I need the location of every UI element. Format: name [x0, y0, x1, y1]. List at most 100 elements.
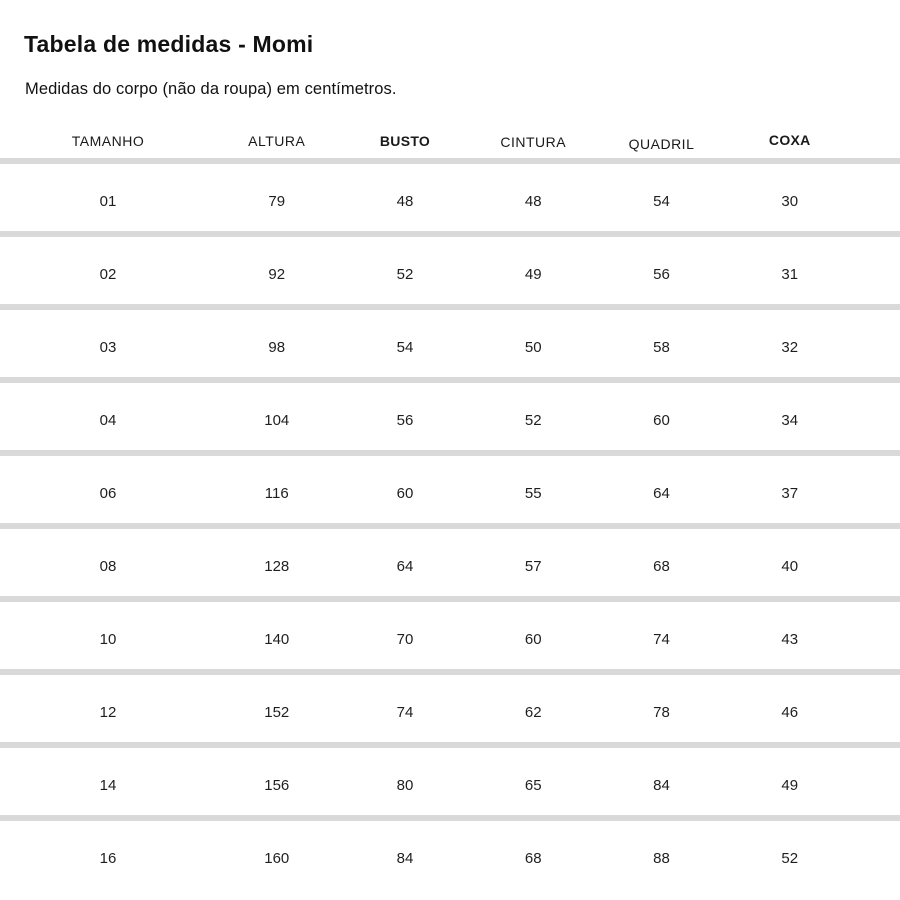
cell-coxa: 52: [781, 850, 799, 867]
column-spacer: [851, 529, 900, 596]
cell-quadril: 56: [653, 266, 670, 283]
cell-cintura: 55: [524, 485, 542, 502]
column-spacer: [851, 237, 900, 304]
cell-altura: 98: [268, 339, 286, 356]
cell-quadril: 78: [653, 704, 670, 721]
table-row: 08 128 64 57 68 40: [0, 529, 900, 596]
row-divider: [0, 815, 900, 821]
cell-busto: 70: [396, 631, 414, 648]
cell-cintura: 62: [524, 704, 542, 721]
cell-tamanho: 10: [99, 631, 117, 648]
cell-cintura: 57: [524, 558, 542, 575]
cell-coxa: 49: [781, 777, 799, 794]
column-spacer: [851, 120, 900, 158]
cell-busto: 80: [396, 777, 414, 794]
column-spacer: [851, 748, 900, 815]
cell-quadril: 60: [653, 412, 670, 429]
cell-quadril: 64: [653, 485, 670, 502]
page-title: Tabela de medidas - Momi: [24, 31, 314, 57]
cell-tamanho: 06: [99, 485, 117, 502]
column-spacer: [851, 164, 900, 231]
cell-tamanho: 12: [99, 704, 117, 721]
row-divider: [0, 158, 900, 164]
row-divider: [0, 377, 900, 383]
cell-busto: 56: [396, 412, 414, 429]
column-header-tamanho: TAMANHO: [71, 133, 145, 149]
cell-coxa: 30: [781, 193, 799, 210]
cell-busto: 54: [396, 339, 414, 356]
cell-altura: 156: [264, 777, 290, 794]
cell-busto: 64: [396, 558, 414, 575]
cell-coxa: 43: [781, 631, 799, 648]
cell-coxa: 31: [781, 266, 799, 283]
table-row: 14 156 80 65 84 49: [0, 748, 900, 815]
cell-busto: 84: [396, 850, 414, 867]
cell-cintura: 68: [524, 850, 542, 867]
cell-cintura: 50: [524, 339, 542, 356]
table-row: 01 79 48 48 54 30: [0, 164, 900, 231]
column-header-busto: BUSTO: [379, 133, 431, 149]
cell-altura: 160: [264, 850, 290, 867]
column-spacer: [851, 310, 900, 377]
cell-cintura: 52: [524, 412, 542, 429]
cell-coxa: 46: [781, 704, 799, 721]
column-header-coxa: COXA: [768, 132, 811, 148]
table-row: 04 104 56 52 60 34: [0, 383, 900, 450]
subtitle: Medidas do corpo (não da roupa) em centí…: [25, 80, 397, 98]
row-divider: [0, 450, 900, 456]
cell-coxa: 40: [781, 558, 799, 575]
cell-cintura: 65: [524, 777, 542, 794]
cell-busto: 48: [396, 193, 414, 210]
row-divider: [0, 742, 900, 748]
cell-quadril: 88: [653, 850, 670, 867]
cell-tamanho: 02: [99, 266, 117, 283]
cell-altura: 128: [264, 558, 290, 575]
size-table: TAMANHO ALTURA BUSTO CINTURA QUADRIL COX…: [0, 120, 900, 888]
cell-tamanho: 14: [99, 777, 117, 794]
cell-altura: 116: [264, 485, 289, 502]
row-divider: [0, 596, 900, 602]
cell-cintura: 49: [524, 266, 542, 283]
cell-tamanho: 03: [99, 339, 117, 356]
row-divider: [0, 304, 900, 310]
cell-quadril: 74: [653, 631, 670, 648]
cell-altura: 79: [268, 193, 286, 210]
cell-altura: 92: [268, 266, 286, 283]
cell-altura: 104: [264, 412, 290, 429]
column-header-cintura: CINTURA: [500, 134, 567, 150]
cell-quadril: 68: [653, 558, 670, 575]
cell-cintura: 48: [524, 193, 542, 210]
cell-coxa: 32: [781, 339, 799, 356]
cell-cintura: 60: [524, 631, 542, 648]
column-header-quadril: QUADRIL: [628, 136, 695, 152]
cell-coxa: 37: [781, 485, 799, 502]
column-spacer: [851, 383, 900, 450]
cell-busto: 74: [396, 704, 414, 721]
cell-coxa: 34: [781, 412, 799, 429]
cell-quadril: 84: [653, 777, 670, 794]
row-divider: [0, 231, 900, 237]
table-row: 10 140 70 60 74 43: [0, 602, 900, 669]
cell-tamanho: 04: [99, 412, 117, 429]
cell-quadril: 58: [653, 339, 670, 356]
table-row: 06 116 60 55 64 37: [0, 456, 900, 523]
table-header-row: TAMANHO ALTURA BUSTO CINTURA QUADRIL COX…: [0, 120, 900, 158]
column-spacer: [851, 821, 900, 888]
column-header-altura: ALTURA: [248, 133, 306, 149]
cell-altura: 152: [264, 704, 290, 721]
column-spacer: [851, 675, 900, 742]
cell-busto: 60: [396, 485, 414, 502]
cell-busto: 52: [396, 266, 414, 283]
column-spacer: [851, 456, 900, 523]
cell-tamanho: 01: [99, 193, 117, 210]
table-row: 02 92 52 49 56 31: [0, 237, 900, 304]
column-spacer: [851, 602, 900, 669]
cell-tamanho: 08: [99, 558, 117, 575]
table-row: 03 98 54 50 58 32: [0, 310, 900, 377]
cell-quadril: 54: [653, 193, 670, 210]
table-row: 12 152 74 62 78 46: [0, 675, 900, 742]
row-divider: [0, 523, 900, 529]
row-divider: [0, 669, 900, 675]
table-row: 16 160 84 68 88 52: [0, 821, 900, 888]
